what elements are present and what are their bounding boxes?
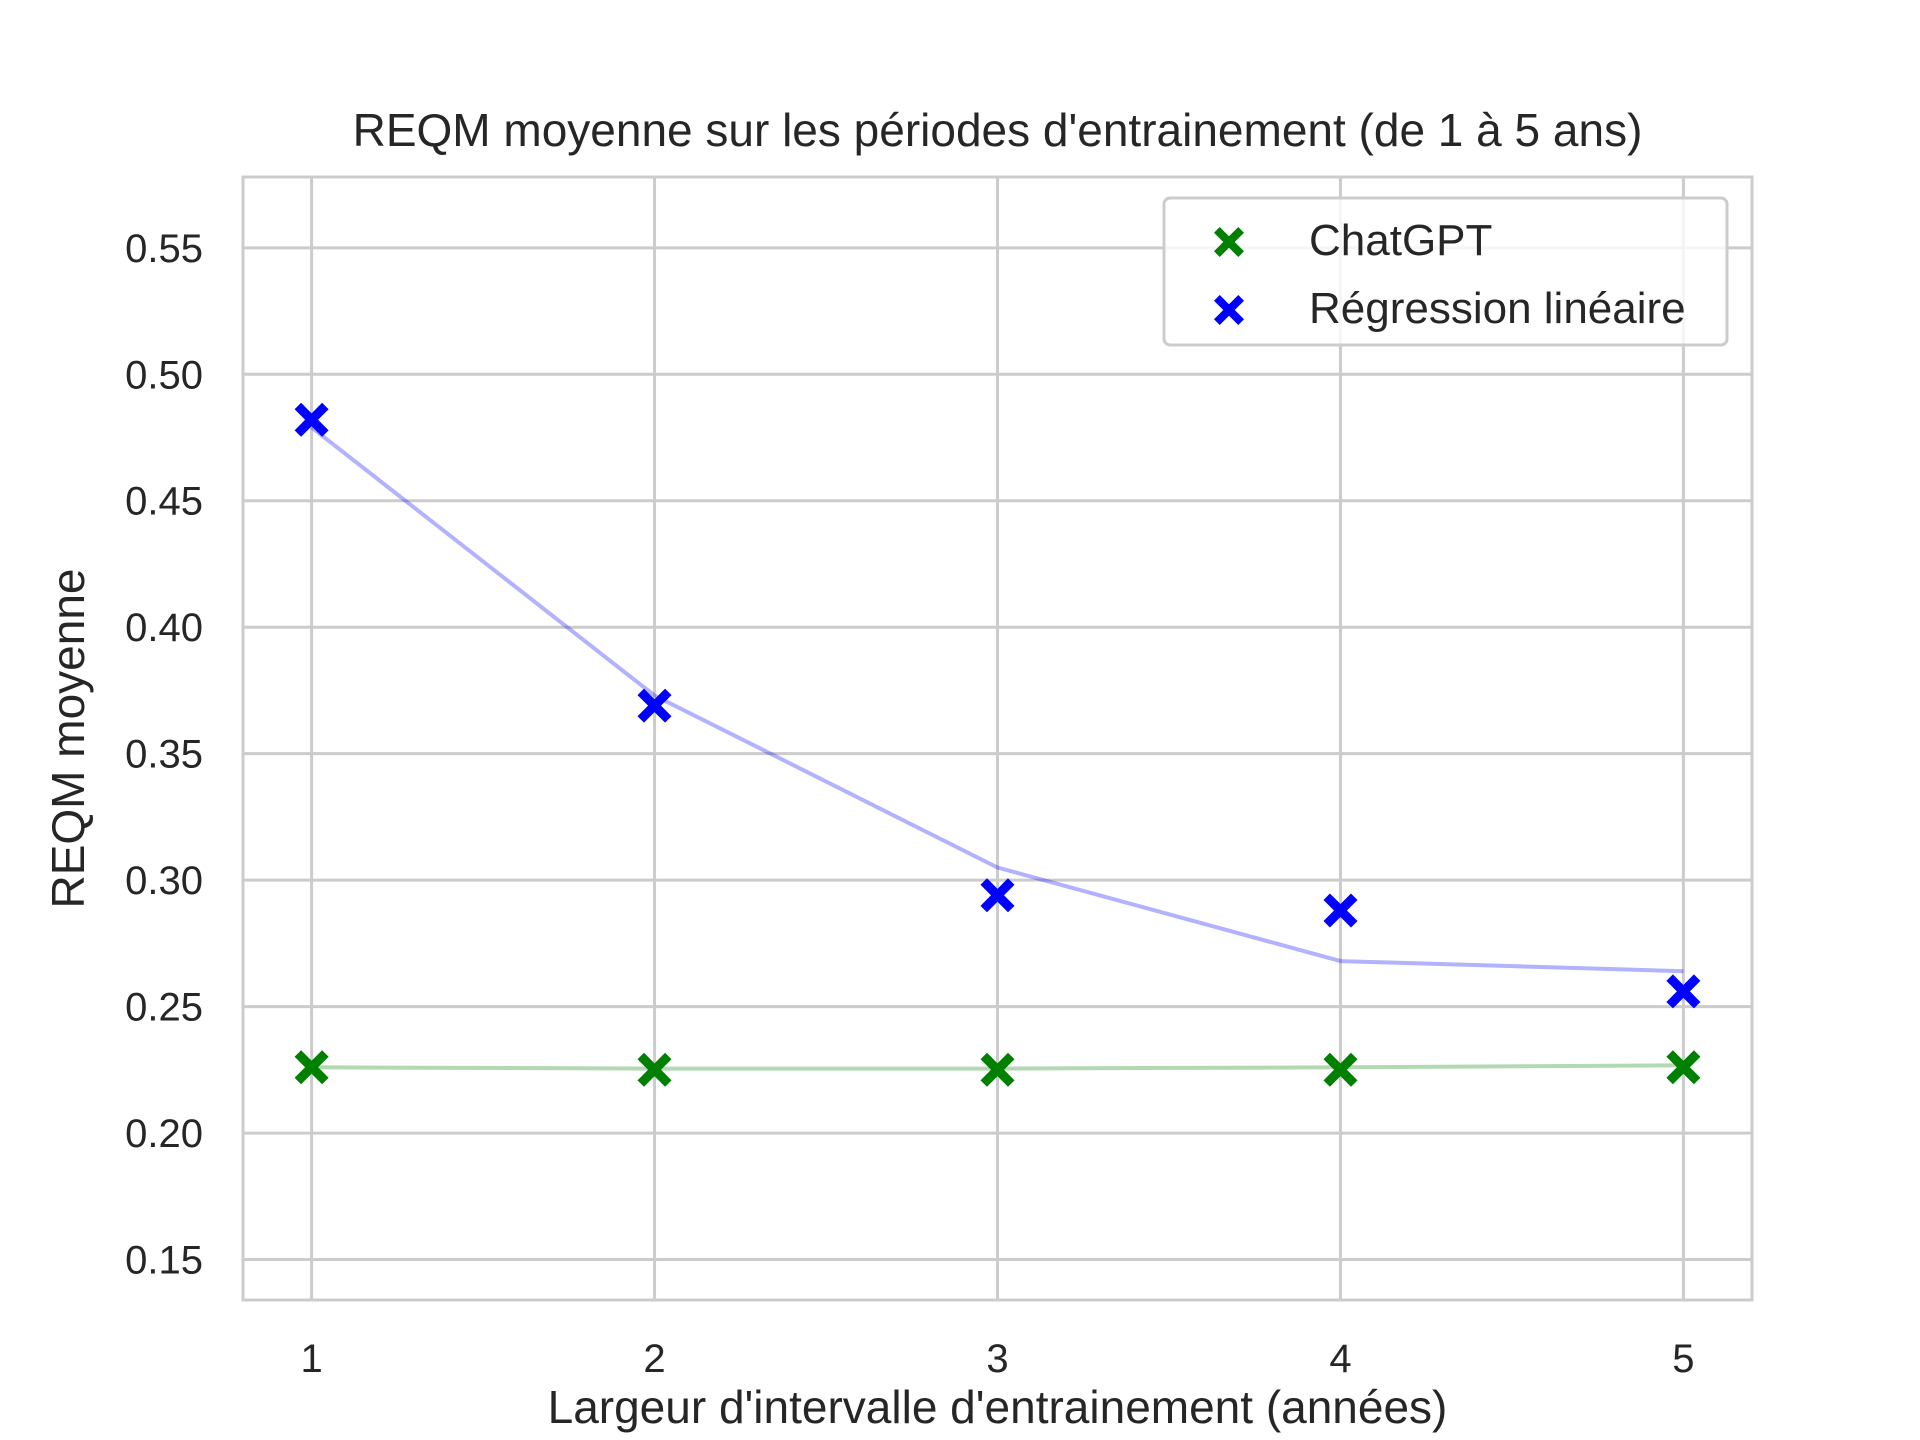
x-tick-label: 5 xyxy=(1672,1337,1694,1381)
chart-title: REQM moyenne sur les périodes d'entraine… xyxy=(353,104,1643,156)
legend-label: ChatGPT xyxy=(1309,216,1492,265)
data-point-r-gression-lin-aire xyxy=(1666,974,1701,1009)
data-points xyxy=(294,402,1701,1087)
y-tick-label: 0.25 xyxy=(125,986,203,1030)
legend: ChatGPT Régression linéaire xyxy=(1162,196,1729,347)
data-point-chatgpt xyxy=(1323,1052,1358,1087)
y-tick-label: 0.35 xyxy=(125,733,203,777)
y-tick-label: 0.45 xyxy=(125,480,203,524)
data-point-chatgpt xyxy=(294,1050,329,1085)
legend-marker xyxy=(1214,295,1244,325)
x-tick-label: 3 xyxy=(986,1337,1008,1381)
data-point-r-gression-lin-aire xyxy=(1323,893,1358,928)
y-tick-label: 0.30 xyxy=(125,859,203,903)
legend-box xyxy=(1162,196,1729,347)
x-tick-label: 4 xyxy=(1329,1337,1351,1381)
data-point-r-gression-lin-aire xyxy=(637,688,672,723)
x-tick-label: 1 xyxy=(300,1337,322,1381)
legend-marker xyxy=(1214,227,1244,257)
y-tick-label: 0.55 xyxy=(125,227,203,271)
grid-lines xyxy=(243,177,1752,1300)
plot-frame xyxy=(241,175,1754,1302)
x-tick-label: 2 xyxy=(643,1337,665,1381)
y-axis-label: REQM moyenne xyxy=(42,568,94,908)
y-tick-label: 0.50 xyxy=(125,353,203,397)
data-point-chatgpt xyxy=(637,1052,672,1087)
data-point-r-gression-lin-aire xyxy=(294,402,329,437)
trend-line-r-gression-lin-aire xyxy=(310,425,1684,974)
y-tick-label: 0.20 xyxy=(125,1112,203,1156)
data-point-chatgpt xyxy=(980,1052,1015,1087)
y-tick-labels: 0.15 0.20 0.25 0.30 0.35 0.40 0.45 0.50 0.55 xyxy=(125,227,203,1283)
y-tick-label: 0.15 xyxy=(125,1239,203,1283)
x-tick-labels: 1 2 3 4 5 xyxy=(300,1337,1694,1381)
data-point-r-gression-lin-aire xyxy=(980,878,1015,913)
data-point-chatgpt xyxy=(1666,1050,1701,1085)
legend-label: Régression linéaire xyxy=(1309,284,1686,333)
x-axis-label: Largeur d'intervalle d'entrainement (ann… xyxy=(548,1381,1448,1433)
y-tick-label: 0.40 xyxy=(125,606,203,650)
